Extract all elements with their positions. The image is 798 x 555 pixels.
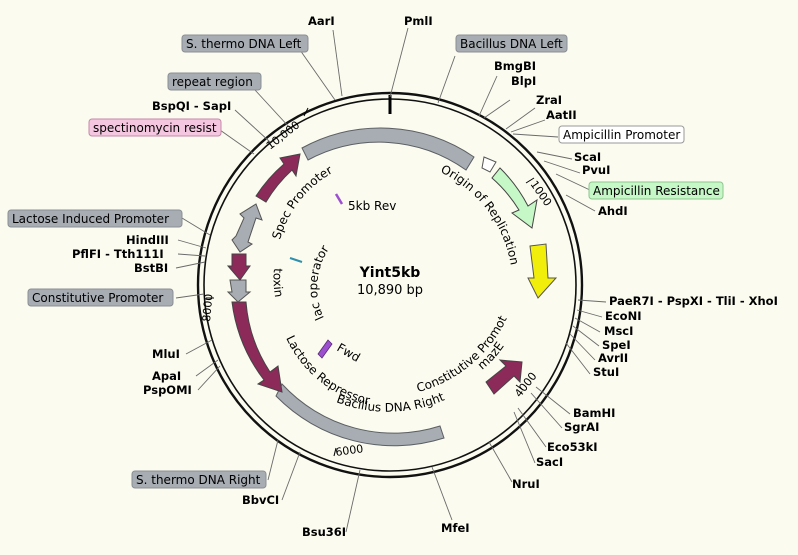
boxed-label-repeat-region: repeat region xyxy=(167,72,262,91)
boxed-label-spectinomycin-resist: spectinomycin resist xyxy=(88,118,222,137)
origin-of-replication-arrow xyxy=(527,243,558,299)
site-hindiii: HindIII xyxy=(126,233,169,247)
svg-text:Lactose Induced Promoter: Lactose Induced Promoter xyxy=(12,212,169,226)
restriction-sites-right: PmlI BmgBI BlpI ZraI AatII ScaI PvuI Ahd… xyxy=(404,14,778,535)
boxed-label-constitutive-promoter: Constitutive Promoter xyxy=(27,288,174,307)
constitutive-promoter-arrow-left xyxy=(226,279,252,303)
site-aari: AarI xyxy=(308,14,335,28)
site-nrui: NruI xyxy=(512,477,540,491)
site-apai: ApaI xyxy=(152,369,181,383)
backbone-outer-circle xyxy=(196,91,584,479)
boxed-label-ampicillin-promoter: Ampicillin Promoter xyxy=(558,125,685,144)
site-pspomi: PspOMI xyxy=(143,383,192,397)
feature-label-toxin: toxin xyxy=(271,268,287,298)
site-paer7i: PaeR7I - PspXI - TliI - XhoI xyxy=(609,294,778,308)
svg-text:Ampicillin Resistance: Ampicillin Resistance xyxy=(593,184,720,198)
boxed-label-bacillus-dna-left: Bacillus DNA Left xyxy=(455,34,568,53)
svg-text:S. thermo DNA Left: S. thermo DNA Left xyxy=(186,37,302,51)
lactose-induced-promoter-arrow xyxy=(231,203,263,253)
svg-text:Ampicillin Promoter: Ampicillin Promoter xyxy=(563,128,680,142)
site-eco53ki: Eco53kI xyxy=(547,440,598,454)
boxed-label-s-thermo-dna-right: S. thermo DNA Right xyxy=(131,470,267,489)
site-zrai: ZraI xyxy=(536,93,562,107)
site-stui: StuI xyxy=(593,365,619,379)
toxin-arrow xyxy=(226,253,251,281)
site-saci: SacI xyxy=(536,455,563,469)
feature-label-lac-operator: lac operator xyxy=(306,243,332,323)
boxed-label-s-thermo-dna-left: S. thermo DNA Left xyxy=(181,34,309,53)
site-econi: EcoNI xyxy=(605,309,641,323)
site-bspqi-sapi: BspQI - SapI xyxy=(152,99,231,113)
feature-arcs xyxy=(226,127,558,447)
site-scai: ScaI xyxy=(574,150,601,164)
site-bsu36i: Bsu36I xyxy=(302,525,346,539)
plasmid-length: 10,890 bp xyxy=(357,283,423,298)
site-mlui: MluI xyxy=(152,347,180,361)
site-pvui: PvuI xyxy=(582,163,610,177)
ampicillin-promoter-arrow xyxy=(481,156,497,173)
boxed-label-ampicillin-resistance: Ampicillin Resistance xyxy=(588,181,724,200)
primer-5kb-rev xyxy=(334,193,344,205)
site-sgrai: SgrAI xyxy=(564,420,599,434)
tick-label-6000: 6000 xyxy=(335,442,365,459)
restriction-sites-left: AarI BspQI - SapI HindIII PflFI - Tth111… xyxy=(72,14,346,539)
feature-boxed-labels: S. thermo DNA Left Bacillus DNA Left rep… xyxy=(7,34,724,489)
spectinomycin-resist-arrow xyxy=(255,153,301,203)
feature-label-fwd: Fwd xyxy=(335,340,363,364)
svg-text:repeat region: repeat region xyxy=(172,75,253,89)
svg-text:spectinomycin resist: spectinomycin resist xyxy=(93,121,217,135)
svg-text:Bacillus DNA Left: Bacillus DNA Left xyxy=(460,37,563,51)
leader-lines xyxy=(175,27,607,533)
site-bmgbi: BmgBI xyxy=(494,59,536,73)
site-aatii: AatII xyxy=(546,108,577,122)
site-blpi: BlpI xyxy=(511,74,536,88)
site-ahdi: AhdI xyxy=(598,204,628,218)
primer-fwd-arrow xyxy=(317,339,333,359)
svg-text:Constitutive Promoter: Constitutive Promoter xyxy=(32,291,163,305)
boxed-label-lactose-induced-promoter: Lactose Induced Promoter xyxy=(7,209,183,228)
site-msci: MscI xyxy=(604,324,633,338)
lactose-repressor-arrow xyxy=(231,301,283,393)
lac-operator-mark xyxy=(289,257,303,263)
tick-label-8000: 8000 xyxy=(200,293,215,322)
feature-label-constitutive-promoter: Constitutive Promoter xyxy=(0,0,510,395)
maze-arrow xyxy=(485,359,523,395)
site-mfei: MfeI xyxy=(441,521,470,535)
site-bbvci: BbvCI xyxy=(242,493,279,507)
site-bstbi: BstBI xyxy=(134,261,168,275)
bacillus-dna-right-arc xyxy=(275,383,445,447)
bacillus-dna-left-arc xyxy=(301,127,475,171)
feature-label-5kb-rev: 5kb Rev xyxy=(348,199,396,213)
ampicillin-resistance-arrow xyxy=(491,167,538,229)
site-spei: SpeI xyxy=(602,338,631,352)
svg-text:S. thermo DNA Right: S. thermo DNA Right xyxy=(136,473,261,487)
site-pmli: PmlI xyxy=(404,14,433,28)
site-avrii: AvrII xyxy=(598,351,628,365)
plasmid-name: Yint5kb xyxy=(359,265,421,281)
bp-ticks xyxy=(206,107,535,457)
site-bamhi: BamHI xyxy=(573,406,615,420)
site-pflfi: PflFI - Tth111I xyxy=(72,247,164,261)
